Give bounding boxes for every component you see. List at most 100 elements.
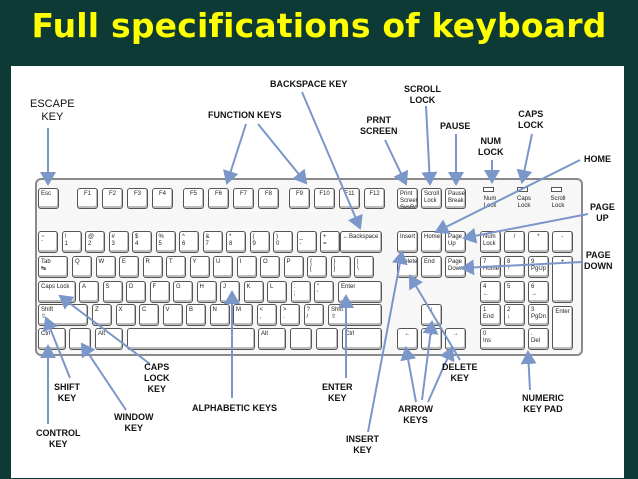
letter-key[interactable]: | \ (354, 256, 374, 278)
right-alt-key[interactable]: Alt (258, 328, 286, 350)
caps-lock-key[interactable]: Caps Lock (38, 281, 76, 303)
left-arrow-key[interactable]: ← (397, 328, 418, 350)
letter-key[interactable]: T (166, 256, 186, 278)
left-ctrl-key[interactable]: Ctrl (38, 328, 66, 350)
letter-key[interactable]: L (267, 281, 287, 303)
letter-key[interactable]: N (209, 304, 230, 326)
number-row-key[interactable]: _ - (296, 231, 317, 253)
down-arrow-key[interactable]: ↓ (421, 328, 442, 350)
number-row-key[interactable]: ^ 6 (179, 231, 199, 253)
numpad-star-key[interactable]: * (528, 231, 549, 253)
end-key[interactable]: End (421, 256, 442, 278)
number-row-key[interactable]: * 8 (226, 231, 246, 253)
number-row-key[interactable]: ) 0 (273, 231, 293, 253)
letter-key[interactable]: > . (280, 304, 300, 326)
menu-key[interactable] (316, 328, 338, 350)
numpad-enter-key[interactable]: Enter (552, 306, 573, 350)
left-shift-key[interactable]: Shift ⇧ (38, 304, 88, 326)
number-row-key[interactable]: % 5 (155, 231, 176, 253)
number-row-key[interactable]: $ 4 (132, 231, 152, 253)
enter-key[interactable]: Enter (338, 281, 382, 303)
up-arrow-key[interactable]: ↑ (421, 304, 442, 326)
numpad-9-key[interactable]: 9 PgUp (528, 256, 549, 278)
numpad-slash-key[interactable]: / (504, 231, 525, 253)
f9-key[interactable]: F9 (289, 188, 310, 209)
numpad-2-key[interactable]: 2 ↓ (504, 304, 525, 326)
right-ctrl-key[interactable]: Ctrl (342, 328, 382, 350)
numpad-8-key[interactable]: 8 ↑ (504, 256, 525, 278)
letter-key[interactable]: { [ (307, 256, 327, 278)
letter-key[interactable]: S (102, 281, 123, 303)
letter-key[interactable]: P (283, 256, 304, 278)
number-row-key[interactable]: ( 9 (249, 231, 270, 253)
letter-key[interactable]: Y (189, 256, 210, 278)
numpad-plus-key[interactable]: + (552, 256, 573, 303)
num-lock-key[interactable]: Num Lock (480, 231, 501, 253)
home-key[interactable]: Home (421, 231, 442, 253)
f6-key[interactable]: F6 (208, 188, 229, 209)
number-row-key[interactable]: & 7 (202, 231, 223, 253)
letter-key[interactable]: " ' (314, 281, 334, 303)
numpad-5-key[interactable]: 5 (504, 281, 525, 303)
space-bar[interactable] (127, 328, 255, 350)
f12-key[interactable]: F12 (364, 188, 385, 209)
f11-key[interactable]: F11 (339, 188, 360, 209)
pause-break-key[interactable]: Pause Break (445, 188, 466, 209)
letter-key[interactable]: R (142, 256, 163, 278)
letter-key[interactable]: : ; (290, 281, 311, 303)
letter-key[interactable]: M (233, 304, 253, 326)
letter-key[interactable]: A (79, 281, 99, 303)
letter-key[interactable]: } ] (330, 256, 351, 278)
page-up-key[interactable]: Page Up (445, 231, 466, 253)
f8-key[interactable]: F8 (258, 188, 279, 209)
tab-key[interactable]: Tab ↹ (38, 256, 68, 278)
letter-key[interactable]: B (186, 304, 206, 326)
letter-key[interactable]: G (173, 281, 193, 303)
esc-key[interactable]: Esc (38, 188, 59, 209)
f2-key[interactable]: F2 (102, 188, 123, 209)
letter-key[interactable]: Z (92, 304, 112, 326)
letter-key[interactable]: D (126, 281, 146, 303)
letter-key[interactable]: E (119, 256, 139, 278)
f3-key[interactable]: F3 (127, 188, 148, 209)
letter-key[interactable]: U (213, 256, 233, 278)
numpad-7-key[interactable]: 7 Home (480, 256, 501, 278)
f4-key[interactable]: F4 (152, 188, 173, 209)
print-screen-key[interactable]: Print Screen SysRq (397, 188, 418, 209)
f7-key[interactable]: F7 (233, 188, 254, 209)
left-alt-key[interactable]: Alt (95, 328, 123, 350)
number-row-key[interactable]: ! 1 (61, 231, 82, 253)
letter-key[interactable]: J (220, 281, 240, 303)
numpad-1-key[interactable]: 1 End (480, 304, 501, 326)
numpad-minus-key[interactable]: - (552, 231, 573, 253)
number-row-key[interactable]: ~ ` (38, 231, 58, 253)
letter-key[interactable]: < , (256, 304, 277, 326)
right-windows-key[interactable] (290, 328, 312, 350)
letter-key[interactable]: K (243, 281, 264, 303)
numpad-4-key[interactable]: 4 ← (480, 281, 501, 303)
letter-key[interactable]: ? / (303, 304, 324, 326)
right-shift-key[interactable]: Shift ⇧ (328, 304, 382, 326)
letter-key[interactable]: C (139, 304, 159, 326)
f1-key[interactable]: F1 (77, 188, 98, 209)
right-arrow-key[interactable]: → (445, 328, 466, 350)
page-down-key[interactable]: Page Down (445, 256, 466, 278)
letter-key[interactable]: Q (72, 256, 92, 278)
letter-key[interactable]: I (236, 256, 257, 278)
letter-key[interactable]: W (95, 256, 116, 278)
letter-key[interactable]: H (196, 281, 217, 303)
numpad-0-key[interactable]: 0 Ins (480, 328, 525, 350)
letter-key[interactable]: F (149, 281, 170, 303)
numpad-dot-key[interactable]: . Del (528, 328, 549, 350)
f5-key[interactable]: F5 (183, 188, 204, 209)
numpad-6-key[interactable]: 6 → (528, 281, 549, 303)
f10-key[interactable]: F10 (314, 188, 335, 209)
backspace-key[interactable]: ←Backspace (340, 231, 382, 253)
letter-key[interactable]: O (260, 256, 280, 278)
delete-key[interactable]: Delete (397, 256, 418, 278)
number-row-key[interactable]: + = (320, 231, 340, 253)
letter-key[interactable]: X (115, 304, 136, 326)
numpad-3-key[interactable]: 3 PgDn (528, 304, 549, 326)
left-windows-key[interactable] (69, 328, 91, 350)
letter-key[interactable]: V (162, 304, 183, 326)
